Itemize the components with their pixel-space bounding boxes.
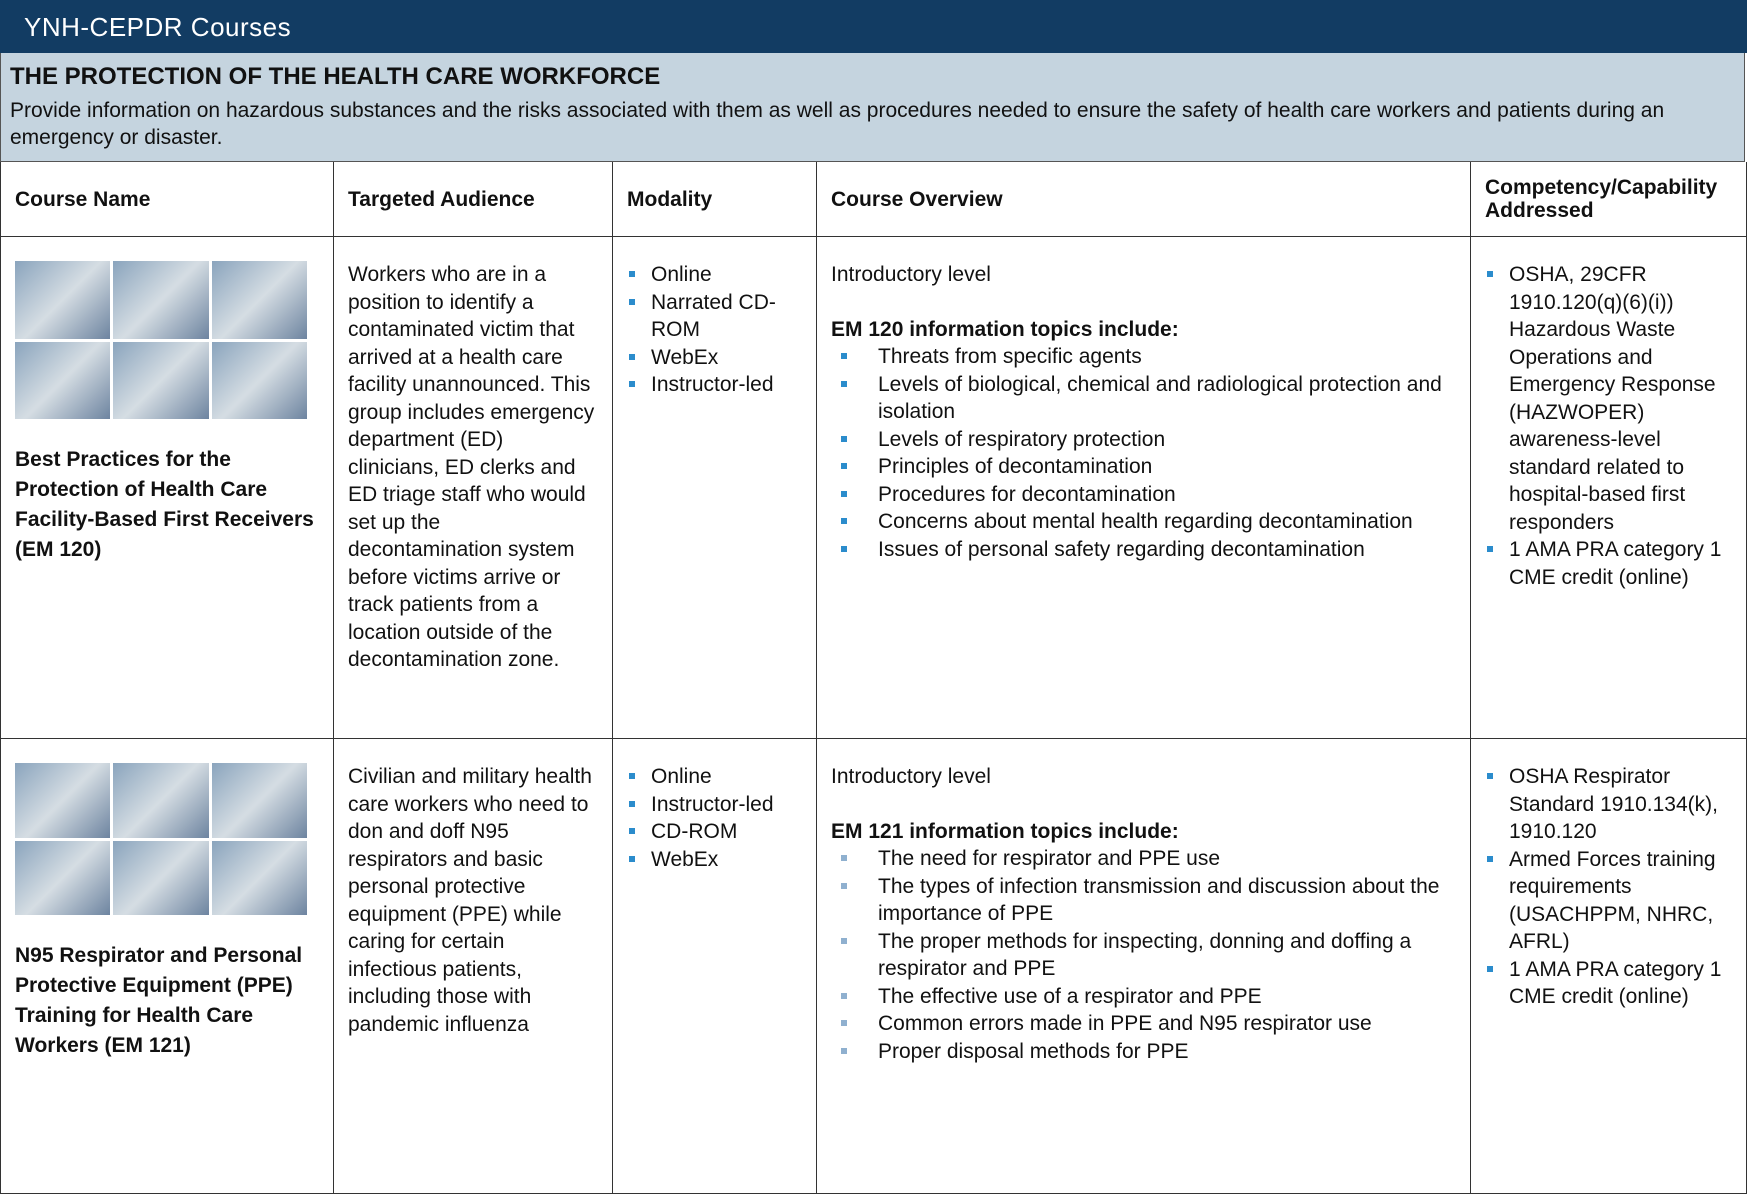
audience-text: Workers who are in a position to identif… [348,263,595,671]
modality-cell: Online Narrated CD-ROM WebEx Instructor-led [613,237,817,739]
column-header: Competency/Capability Addressed [1471,162,1747,237]
competency-cell: OSHA, 29CFR 1910.120(q)(6)(i)) Hazardous… [1471,237,1747,739]
list-item: Instructor-led [627,371,802,399]
course-photo [15,261,307,419]
title-bar: YNH-CEPDR Courses [0,0,1747,53]
overview-level: Introductory level [831,765,991,788]
list-item: Concerns about mental health regarding d… [831,508,1456,536]
photo-tile [113,261,209,339]
photo-tile [211,763,307,838]
section-header: THE PROTECTION OF THE HEALTH CARE WORKFO… [0,53,1745,162]
list-item: Levels of biological, chemical and radio… [831,371,1456,426]
list-item: The need for respirator and PPE use [831,845,1456,873]
bullet-list: The need for respirator and PPE use The t… [831,845,1456,1065]
photo-tile [113,763,209,838]
list-item: WebEx [627,344,802,372]
list-item: OSHA, 29CFR 1910.120(q)(6)(i)) Hazardous… [1485,261,1732,536]
bullet-list: Threats from specific agents Levels of bi… [831,343,1456,563]
list-item: Threats from specific agents [831,343,1456,371]
list-item: Issues of personal safety regarding deco… [831,536,1456,564]
photo-tile [211,840,307,915]
photo-tile [113,341,209,419]
list-item: OSHA Respirator Standard 1910.134(k), 19… [1485,763,1732,846]
photo-tile [211,261,307,339]
list-item: Proper disposal methods for PPE [831,1038,1456,1066]
list-item: The effective use of a respirator and PP… [831,983,1456,1011]
competency-cell: OSHA Respirator Standard 1910.134(k), 19… [1471,739,1747,1194]
overview-heading: EM 120 information topics include: [831,317,1179,341]
overview-cell: Introductory level EM 121 information top… [817,739,1471,1194]
column-header: Modality [613,162,817,237]
section-title: THE PROTECTION OF THE HEALTH CARE WORKFO… [10,63,661,90]
modality-cell: Online Instructor-led CD-ROM WebEx [613,739,817,1194]
column-header-text: Course Overview [831,187,1003,211]
course-name-cell: Best Practices for the Protection of Hea… [0,237,334,739]
list-item: Procedures for decontamination [831,481,1456,509]
list-item: Online [627,261,802,289]
list-item: Common errors made in PPE and N95 respir… [831,1010,1456,1038]
column-header: Targeted Audience [334,162,613,237]
overview-level: Introductory level [831,263,991,286]
list-item: Instructor-led [627,791,802,819]
page-title: YNH-CEPDR Courses [24,12,292,42]
photo-tile [15,341,111,419]
course-name: N95 Respirator and Personal Protective E… [15,944,303,1057]
photo-tile [211,341,307,419]
list-item: Principles of decontamination [831,453,1456,481]
photo-tile [113,840,209,915]
list-item: The types of infection transmission and … [831,873,1456,928]
column-header-text: Targeted Audience [348,187,535,211]
list-item: CD-ROM [627,818,802,846]
bullet-list: Online Instructor-led CD-ROM WebEx [627,763,802,873]
course-photo [15,763,307,915]
course-name-cell: N95 Respirator and Personal Protective E… [0,739,334,1194]
list-item: Armed Forces training requirements (USAC… [1485,846,1732,956]
overview-heading: EM 121 information topics include: [831,819,1179,843]
bullet-list: OSHA Respirator Standard 1910.134(k), 19… [1485,763,1732,1011]
audience-cell: Civilian and military health care worker… [334,739,613,1194]
column-header-text: Competency/Capability Addressed [1485,176,1718,222]
list-item: Levels of respiratory protection [831,426,1456,454]
photo-tile [15,840,111,915]
section-description: Provide information on hazardous substan… [10,99,1665,149]
list-item: 1 AMA PRA category 1 CME credit (online) [1485,956,1732,1011]
list-item: The proper methods for inspecting, donni… [831,928,1456,983]
list-item: 1 AMA PRA category 1 CME credit (online) [1485,536,1732,591]
list-item: WebEx [627,846,802,874]
column-header: Course Name [0,162,334,237]
photo-tile [15,261,111,339]
list-item: Online [627,763,802,791]
audience-cell: Workers who are in a position to identif… [334,237,613,739]
audience-text: Civilian and military health care worker… [348,765,592,1036]
bullet-list: Online Narrated CD-ROM WebEx Instructor-led [627,261,802,399]
overview-cell: Introductory level EM 120 information top… [817,237,1471,739]
column-header: Course Overview [817,162,1471,237]
column-header-text: Modality [627,187,713,211]
photo-tile [15,763,111,838]
list-item: Narrated CD-ROM [627,289,802,344]
course-name: Best Practices for the Protection of Hea… [15,448,314,561]
bullet-list: OSHA, 29CFR 1910.120(q)(6)(i)) Hazardous… [1485,261,1732,591]
column-header-text: Course Name [15,187,151,211]
